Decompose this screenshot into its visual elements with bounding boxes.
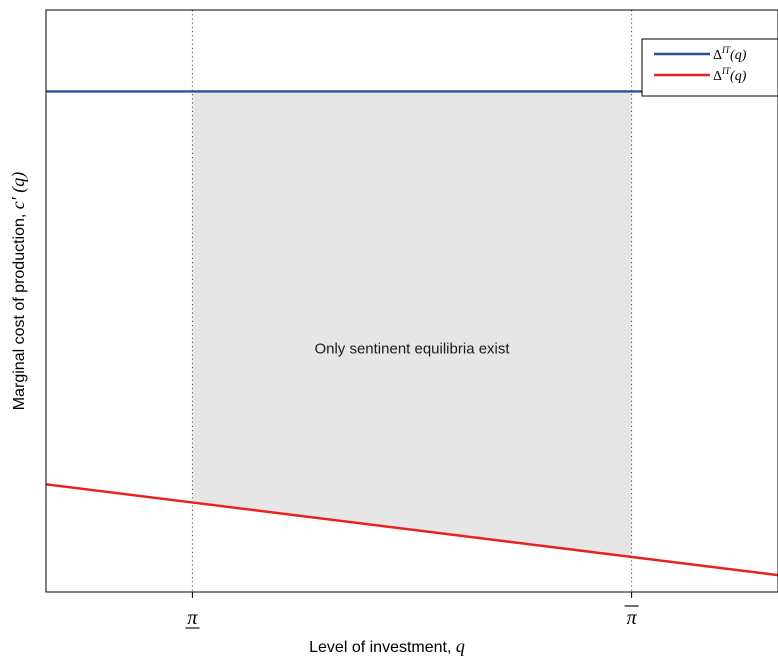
x-axis-label: Level of investment, q	[309, 636, 465, 656]
legend-label: ΔIT(q)	[713, 66, 747, 84]
legend-label: ΔIT(q)	[713, 45, 747, 63]
x-tick-label: π	[187, 607, 198, 629]
series-line-2	[45, 483, 778, 577]
legend-box	[641, 38, 778, 97]
shaded-region	[192, 91, 632, 557]
shaded-region-label: Only sentinent equilibria exist	[314, 340, 510, 357]
y-axis-label: Marginal cost of production, c′ (q)	[8, 172, 29, 410]
annotation-layer: Only sentinent equilibria exist	[314, 340, 510, 357]
x-tick-label: π	[627, 607, 638, 629]
plot-layer	[45, 10, 778, 592]
legend: ΔIT(q) ΔIT(q)	[641, 38, 778, 97]
plot-frame	[45, 9, 778, 593]
